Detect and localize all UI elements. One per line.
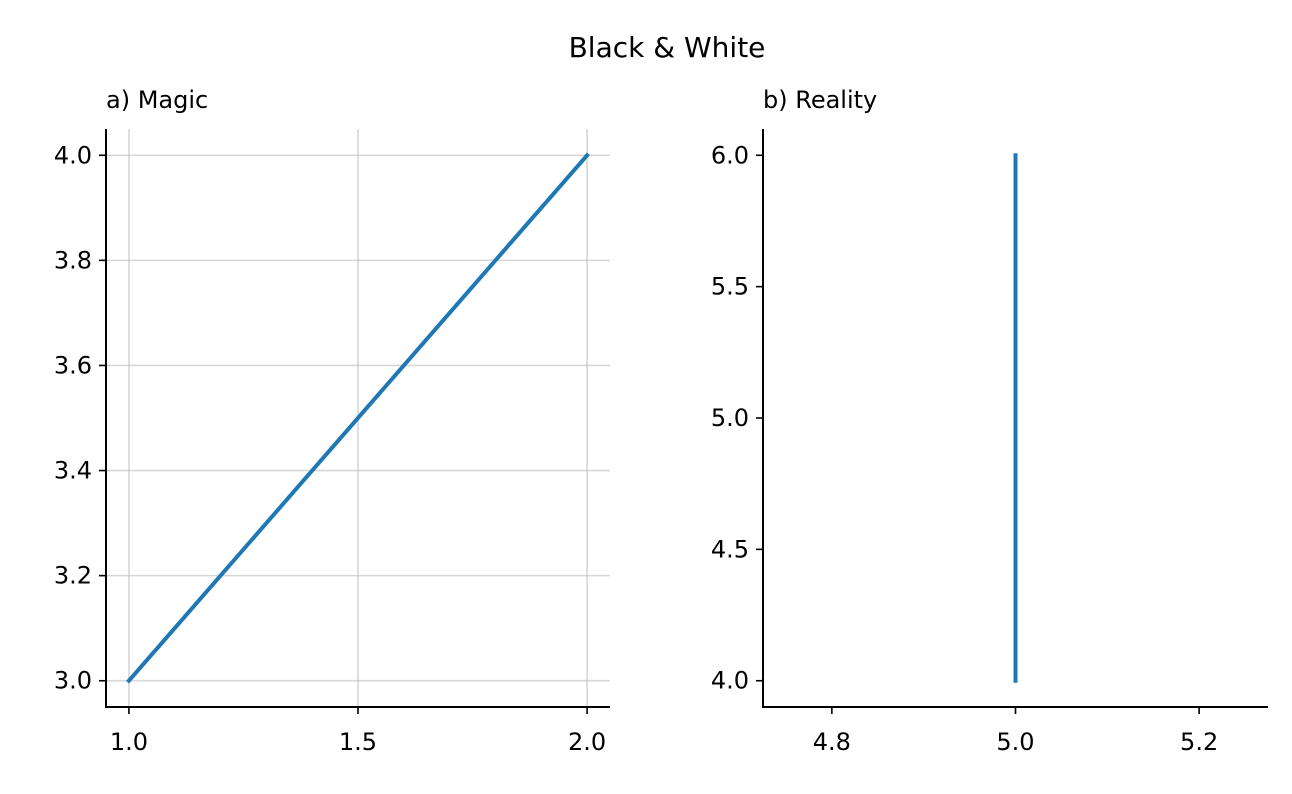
y-tick-label: 3.0 <box>54 667 92 695</box>
y-tick-label: 4.0 <box>54 141 92 169</box>
panel-a: 1.0 1.5 2.0 3.0 3.2 3.4 3.6 3.8 4.0 a) Magic <box>54 86 610 756</box>
y-tick-label: 5.0 <box>711 404 749 432</box>
panel-title: a) Magic <box>106 86 208 114</box>
y-tick-label: 3.2 <box>54 562 92 590</box>
figure-title: Black & White <box>569 31 766 64</box>
x-tick-label: 5.2 <box>1180 728 1218 756</box>
panel-b: 4.8 5.0 5.2 4.0 4.5 5.0 5.5 6.0 b) Reality <box>711 86 1268 756</box>
y-tick-label: 4.5 <box>711 535 749 563</box>
y-tick-label: 6.0 <box>711 141 749 169</box>
y-tick-label: 3.6 <box>54 351 92 379</box>
x-tick-label: 4.8 <box>813 728 851 756</box>
x-tick-label: 1.0 <box>110 728 148 756</box>
y-tick-label: 5.5 <box>711 273 749 301</box>
series-line <box>126 152 590 684</box>
y-tick-label: 3.8 <box>54 246 92 274</box>
y-tick-label: 4.0 <box>711 667 749 695</box>
x-tick-label: 5.0 <box>996 728 1034 756</box>
y-tick-label: 3.4 <box>54 457 92 485</box>
panel-title: b) Reality <box>763 86 877 114</box>
x-tick-label: 2.0 <box>568 728 606 756</box>
x-tick-label: 1.5 <box>339 728 377 756</box>
